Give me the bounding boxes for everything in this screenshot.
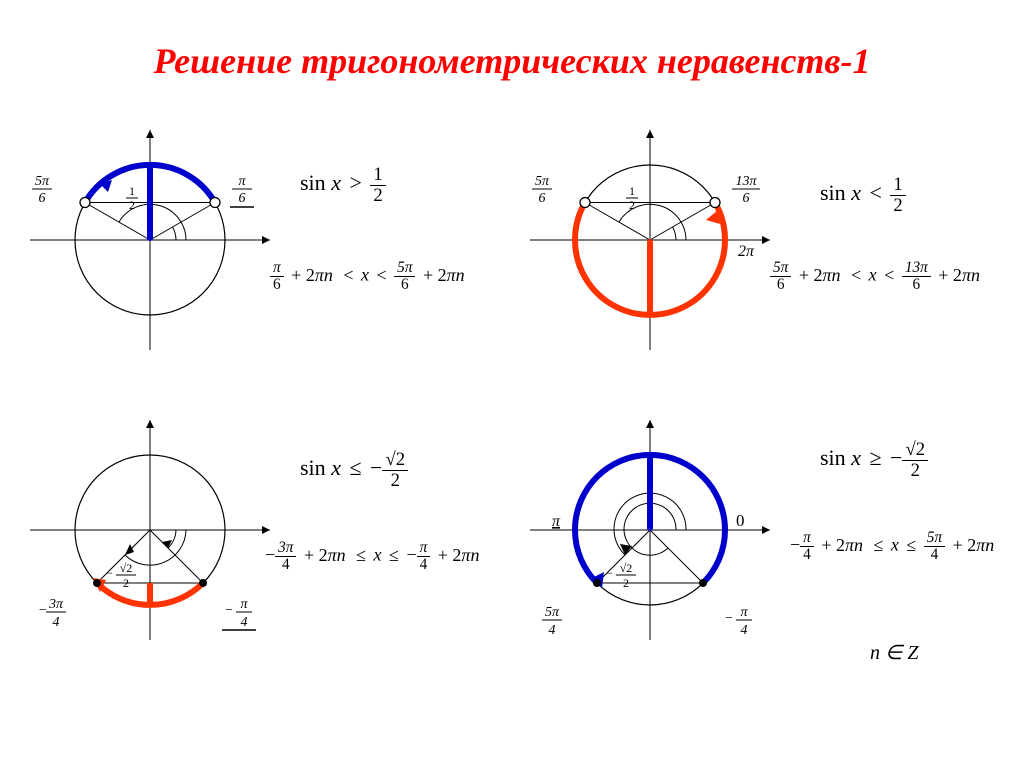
sol-3: −3π4 + 2πn ≤ x ≤ −π4 + 2πn xyxy=(265,540,482,573)
svg-text:−: − xyxy=(606,566,613,580)
svg-text:4: 4 xyxy=(53,615,60,630)
ineq-4: sin x ≥ −√22 xyxy=(820,440,928,480)
ineq-1: sin x > 12 xyxy=(300,165,386,205)
svg-text:3π: 3π xyxy=(48,597,64,612)
svg-text:5π: 5π xyxy=(35,174,50,189)
diagram-grid: 5π 6 π 6 1 2 sin x > 12 π6 + 2πn < x < xyxy=(0,120,1024,760)
diagram-3: − 3π 4 − π 4 − √2 2 xyxy=(20,410,280,670)
svg-text:6: 6 xyxy=(743,191,750,206)
svg-text:−: − xyxy=(724,611,733,626)
label-negpi4: − π 4 xyxy=(222,597,256,630)
unit-circle-3: − 3π 4 − π 4 − √2 2 xyxy=(20,410,280,670)
svg-text:√2: √2 xyxy=(120,561,133,575)
svg-text:6: 6 xyxy=(39,191,46,206)
svg-text:4: 4 xyxy=(741,623,748,638)
diagram-2: 5π 6 13π 6 1 2 2π xyxy=(520,120,780,360)
label-negsqrt2-2: − √2 2 xyxy=(106,561,136,590)
ineq-3: sin x ≤ −√22 xyxy=(300,450,408,490)
sol-2: 5π6 + 2πn < x < 13π6 + 2πn xyxy=(770,260,983,293)
svg-text:2: 2 xyxy=(629,198,635,212)
ineq-2: sin x < 12 xyxy=(820,175,906,215)
svg-text:−: − xyxy=(38,603,47,618)
svg-text:4: 4 xyxy=(549,623,556,638)
svg-text:6: 6 xyxy=(539,191,546,206)
diagram-1: 5π 6 π 6 1 2 xyxy=(20,120,280,360)
label-5pi6: 5π 6 xyxy=(32,174,52,206)
label-zero: 0 xyxy=(736,511,745,530)
unit-circle-1: 5π 6 π 6 1 2 xyxy=(20,120,280,360)
label-5pi4: 5π 4 xyxy=(542,605,562,638)
unit-circle-4: 5π 4 − π 4 − √2 2 π 0 xyxy=(520,410,780,670)
svg-text:5π: 5π xyxy=(545,605,560,620)
label-neg3pi4: − 3π 4 xyxy=(38,597,66,630)
label-5pi6-b: 5π 6 xyxy=(532,174,552,206)
svg-text:2: 2 xyxy=(623,576,629,590)
sol-1: π6 + 2πn < x < 5π6 + 2πn xyxy=(270,260,468,293)
page-title: Решение тригонометрических неравенств-1 xyxy=(0,0,1024,82)
svg-text:π: π xyxy=(740,605,748,620)
diagram-4: 5π 4 − π 4 − √2 2 π 0 xyxy=(520,410,780,670)
svg-text:√2: √2 xyxy=(620,561,633,575)
svg-text:1: 1 xyxy=(629,184,635,198)
label-half: 1 2 xyxy=(126,184,138,212)
label-13pi6: 13π 6 xyxy=(732,174,760,206)
svg-text:π: π xyxy=(240,597,248,612)
svg-text:−: − xyxy=(106,566,113,580)
svg-text:π: π xyxy=(238,174,246,189)
sol-4: −π4 + 2πn ≤ x ≤ 5π4 + 2πn xyxy=(790,530,997,563)
svg-text:13π: 13π xyxy=(735,174,757,189)
unit-circle-2: 5π 6 13π 6 1 2 2π xyxy=(520,120,780,360)
svg-text:2: 2 xyxy=(123,576,129,590)
label-negpi4-b: − π 4 xyxy=(724,605,752,638)
svg-text:4: 4 xyxy=(241,615,248,630)
label-pi: π xyxy=(552,513,561,530)
svg-text:6: 6 xyxy=(239,191,246,206)
svg-text:2: 2 xyxy=(129,198,135,212)
label-2pi: 2π xyxy=(738,243,755,260)
label-pi6: π 6 xyxy=(230,174,254,207)
svg-text:−: − xyxy=(224,603,233,618)
svg-text:5π: 5π xyxy=(535,174,550,189)
label-negsqrt2-2b: − √2 2 xyxy=(606,561,636,590)
label-half-b: 1 2 xyxy=(626,184,638,212)
footer-n-in-z: n ∈ Z xyxy=(870,640,919,665)
svg-text:1: 1 xyxy=(129,184,135,198)
